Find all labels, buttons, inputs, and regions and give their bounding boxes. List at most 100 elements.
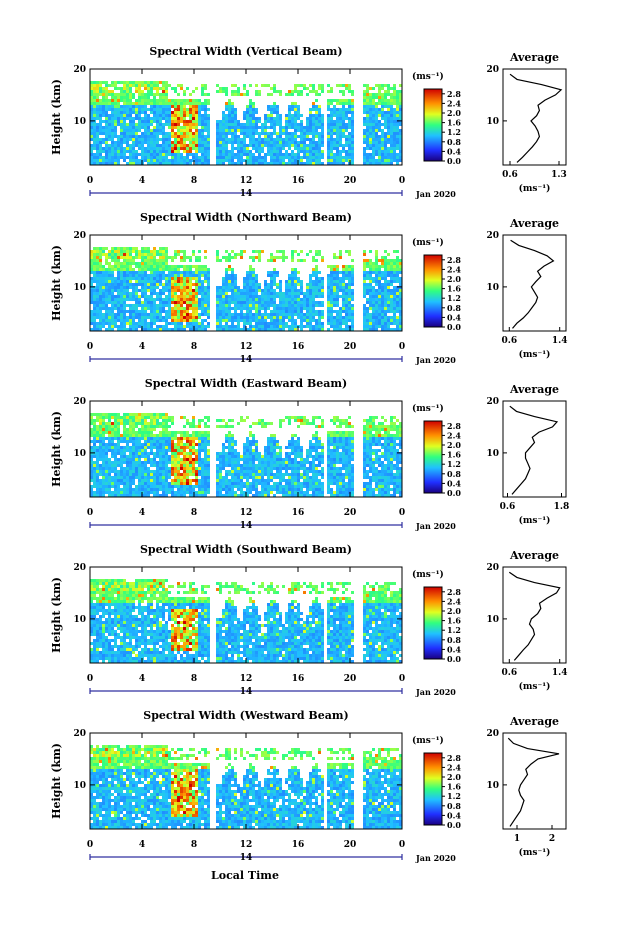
heatmap-cell xyxy=(120,283,123,286)
heatmap-cell xyxy=(375,120,378,123)
heatmap-cell xyxy=(348,117,351,120)
heatmap-cell xyxy=(96,99,99,102)
heatmap-cell xyxy=(180,316,183,319)
heatmap-cell xyxy=(339,108,342,111)
heatmap-cell xyxy=(273,259,276,262)
heatmap-cell xyxy=(342,126,345,129)
heatmap-cell xyxy=(258,250,261,253)
heatmap-cell xyxy=(276,274,279,277)
heatmap-cell xyxy=(117,476,120,479)
heatmap-cell xyxy=(285,286,288,289)
heatmap-cell xyxy=(165,96,168,99)
heatmap-cell xyxy=(249,141,252,144)
heatmap-cell xyxy=(333,328,336,331)
heatmap-cell xyxy=(216,322,219,325)
heatmap-cell xyxy=(114,102,117,105)
heatmap-cell xyxy=(102,307,105,310)
heatmap-cell xyxy=(132,476,135,479)
heatmap-cell xyxy=(315,289,318,292)
heatmap-cell xyxy=(381,111,384,114)
heatmap-cell xyxy=(258,138,261,141)
heatmap-cell xyxy=(219,289,222,292)
heatmap-cell xyxy=(138,452,141,455)
heatmap-cell xyxy=(330,144,333,147)
heatmap-cell xyxy=(303,298,306,301)
heatmap-cell xyxy=(333,271,336,274)
heatmap-cell xyxy=(138,99,141,102)
heatmap-cell xyxy=(261,304,264,307)
heatmap-cell xyxy=(135,153,138,156)
heatmap-cell xyxy=(384,280,387,283)
heatmap-cell xyxy=(297,253,300,256)
heatmap-cell xyxy=(273,310,276,313)
heatmap-cell xyxy=(396,99,399,102)
heatmap-cell xyxy=(108,325,111,328)
heatmap-cell xyxy=(315,271,318,274)
heatmap-cell xyxy=(246,307,249,310)
heatmap-cell xyxy=(231,102,234,105)
heatmap-cell xyxy=(300,307,303,310)
heatmap-cell xyxy=(147,90,150,93)
heatmap-cell xyxy=(186,271,189,274)
heatmap-cell xyxy=(294,117,297,120)
heatmap-cell xyxy=(186,156,189,159)
heatmap-cell xyxy=(159,144,162,147)
heatmap-cell xyxy=(123,90,126,93)
heatmap-cell xyxy=(225,319,228,322)
heatmap-cell xyxy=(318,301,321,304)
heatmap-cell xyxy=(246,295,249,298)
heatmap-cell xyxy=(219,90,222,93)
heatmap-cell xyxy=(129,319,132,322)
heatmap-cell xyxy=(294,268,297,271)
heatmap-cell xyxy=(267,295,270,298)
heatmap-cell xyxy=(366,322,369,325)
heatmap-cell xyxy=(363,265,366,268)
heatmap-cell xyxy=(270,93,273,96)
heatmap-cell xyxy=(129,458,132,461)
heatmap-cell xyxy=(303,307,306,310)
heatmap-cell xyxy=(363,259,366,262)
heatmap-cell xyxy=(93,325,96,328)
heatmap-cell xyxy=(180,298,183,301)
heatmap-cell xyxy=(102,286,105,289)
heatmap-cell xyxy=(186,126,189,129)
heatmap-cell xyxy=(396,105,399,108)
heatmap-cell xyxy=(381,292,384,295)
heatmap-cell xyxy=(288,132,291,135)
heatmap-cell xyxy=(111,464,114,467)
heatmap-cell xyxy=(315,111,318,114)
heatmap-cell xyxy=(114,114,117,117)
heatmap-cell xyxy=(228,328,231,331)
heatmap-cell xyxy=(168,274,171,277)
heatmap-cell xyxy=(336,277,339,280)
heatmap-cell xyxy=(147,135,150,138)
heatmap-cell xyxy=(261,150,264,153)
heatmap-cell xyxy=(390,135,393,138)
heatmap-cell xyxy=(117,440,120,443)
heatmap-cell xyxy=(99,328,102,331)
heatmap-cell xyxy=(393,328,396,331)
heatmap-cell xyxy=(135,141,138,144)
heatmap-cell xyxy=(393,96,396,99)
heatmap-cell xyxy=(132,419,135,422)
heatmap-cell xyxy=(381,301,384,304)
heatmap-cell xyxy=(270,253,273,256)
heatmap-cell xyxy=(174,156,177,159)
heatmap-cell xyxy=(159,265,162,268)
heatmap-cell xyxy=(189,319,192,322)
heatmap-cell xyxy=(93,126,96,129)
heatmap-cell xyxy=(165,147,168,150)
heatmap-cell xyxy=(171,162,174,165)
heatmap-cell xyxy=(168,114,171,117)
heatmap-cell xyxy=(195,108,198,111)
heatmap-cell xyxy=(126,114,129,117)
heatmap-cell xyxy=(102,114,105,117)
heatmap-cell xyxy=(138,105,141,108)
heatmap-cell xyxy=(297,126,300,129)
heatmap-cell xyxy=(126,102,129,105)
heatmap-cell xyxy=(138,422,141,425)
heatmap-cell xyxy=(288,283,291,286)
heatmap-cell xyxy=(123,274,126,277)
heatmap-cell xyxy=(96,425,99,428)
heatmap-cell xyxy=(306,162,309,165)
